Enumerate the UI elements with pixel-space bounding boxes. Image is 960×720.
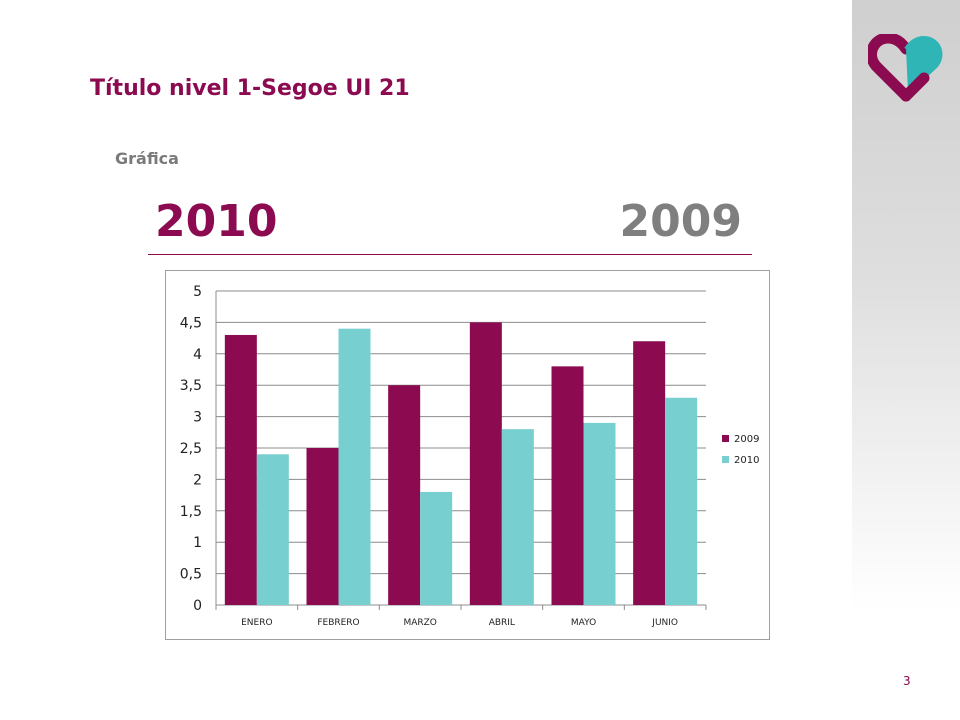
bar-2009-febrero [306, 448, 339, 605]
y-tick-label: 4,5 [180, 315, 202, 331]
y-tick-label: 1 [193, 535, 202, 551]
y-tick-label: 2 [193, 472, 202, 488]
y-tick-label: 0 [193, 598, 202, 614]
bar-2010-junio [665, 397, 698, 605]
bar-2009-abril [469, 322, 502, 605]
y-tick-label: 1,5 [180, 504, 202, 520]
y-tick-label: 3,5 [180, 378, 202, 394]
y-tick-label: 2,5 [180, 441, 202, 457]
bar-2010-enero [256, 454, 289, 605]
legend-swatch-2010 [722, 456, 729, 463]
legend-label-2010: 2010 [734, 455, 759, 466]
year-label-left: 2010 [155, 196, 278, 247]
x-tick-label: MAYO [571, 618, 596, 628]
bar-2010-mayo [583, 422, 616, 605]
bar-2009-junio [633, 341, 666, 605]
title-divider [148, 254, 752, 255]
side-panel [852, 0, 960, 610]
bar-2010-febrero [338, 328, 371, 605]
y-tick-label: 0,5 [180, 567, 202, 583]
bar-2009-marzo [388, 385, 421, 605]
page-number: 3 [903, 674, 911, 688]
y-tick-label: 4 [193, 347, 202, 363]
bar-2010-marzo [420, 491, 453, 605]
x-tick-label: ENERO [241, 618, 272, 628]
bar-2010-abril [501, 429, 534, 605]
bar-2009-enero [224, 334, 257, 605]
y-tick-label: 5 [193, 284, 202, 300]
heart-logo-icon [868, 34, 943, 102]
y-tick-label: 3 [193, 410, 202, 426]
x-tick-label: MARZO [403, 618, 436, 628]
bar-2009-mayo [551, 366, 584, 605]
year-label-right: 2009 [619, 196, 742, 247]
legend-label-2009: 2009 [734, 434, 759, 445]
slide-title: Título nivel 1-Segoe UI 21 [90, 76, 410, 101]
bar-chart: 0 0,5 1 1,5 2 2,5 3 3,5 4 4,5 5 ENERO FEBRERO MARZO AB… [165, 270, 770, 640]
chart-svg: 0 0,5 1 1,5 2 2,5 3 3,5 4 4,5 5 ENERO FEBRERO MARZO AB… [180, 284, 760, 628]
x-tick-label: JUNIO [651, 618, 678, 628]
x-tick-label: FEBRERO [317, 618, 359, 628]
x-tick-label: ABRIL [489, 618, 515, 628]
legend-swatch-2009 [722, 435, 729, 442]
slide-subtitle: Gráfica [115, 149, 179, 168]
